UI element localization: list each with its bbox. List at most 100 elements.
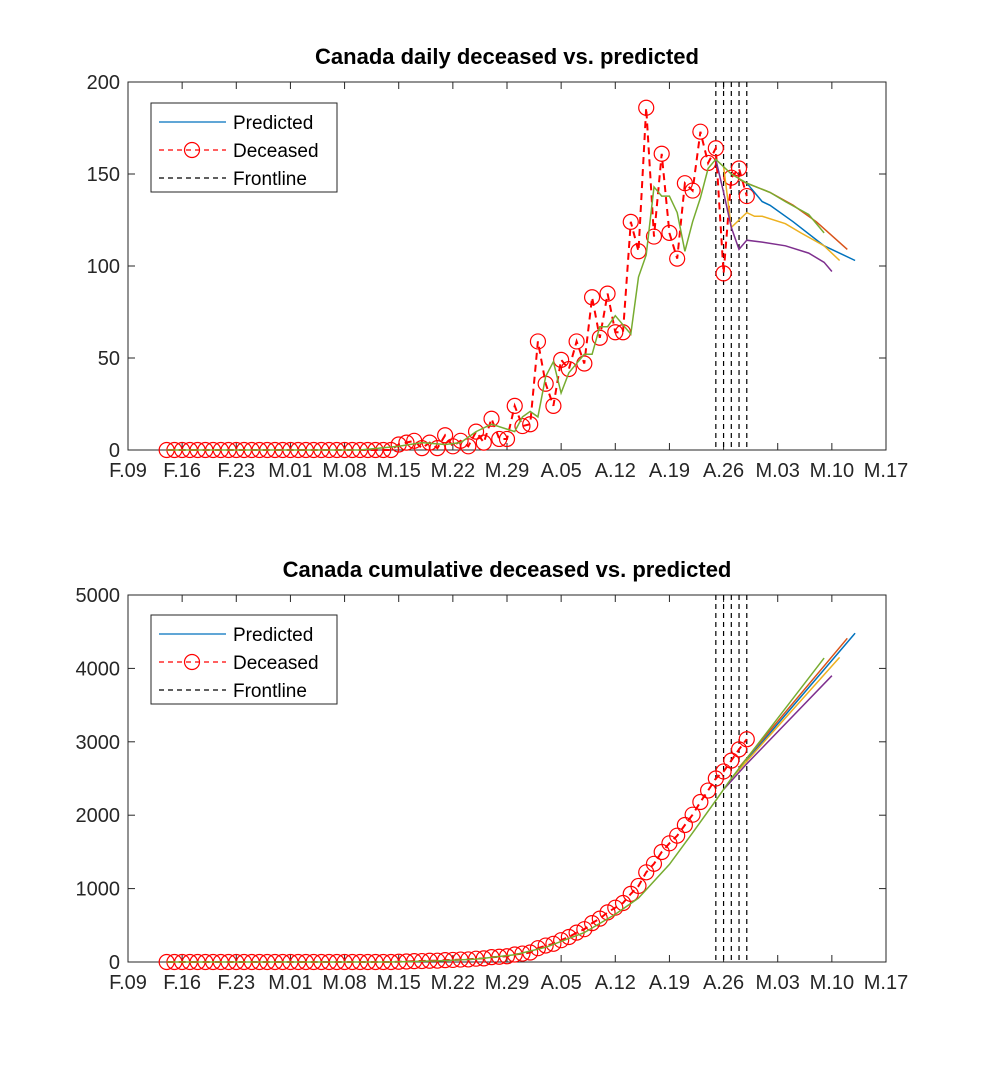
x-tick-label: A.12 bbox=[595, 460, 636, 482]
deceased-point bbox=[715, 763, 732, 780]
deceased-point bbox=[645, 228, 663, 245]
deceased-point bbox=[437, 427, 454, 444]
y-tick-label: 5000 bbox=[76, 585, 121, 607]
deceased-point bbox=[522, 416, 539, 433]
legend-label: Frontline bbox=[233, 169, 307, 190]
legend: Predicted Deceased Frontline bbox=[150, 614, 338, 705]
legend-label: Predicted bbox=[233, 113, 313, 134]
x-tick-label: A.26 bbox=[703, 972, 744, 994]
chart-title: Canada daily deceased vs. predicted bbox=[315, 44, 699, 69]
x-tick-label: F.09 bbox=[109, 972, 147, 994]
deceased-point bbox=[661, 224, 678, 241]
deceased-point bbox=[553, 932, 570, 949]
deceased-point bbox=[491, 430, 508, 448]
x-tick-label: M.08 bbox=[322, 460, 366, 482]
deceased-point bbox=[738, 731, 755, 748]
chart-title: Canada cumulative deceased vs. predicted bbox=[283, 557, 732, 582]
x-tick-label: F.23 bbox=[217, 972, 255, 994]
x-tick-label: M.08 bbox=[322, 972, 366, 994]
deceased-point bbox=[738, 187, 755, 205]
prediction-line bbox=[715, 159, 833, 272]
deceased-point bbox=[723, 752, 740, 769]
deceased-point bbox=[583, 289, 601, 306]
deceased-point bbox=[692, 123, 709, 140]
legend-marker-icon bbox=[183, 141, 201, 159]
legend-label: Deceased bbox=[233, 141, 319, 162]
deceased-point bbox=[475, 434, 492, 451]
deceased-point bbox=[514, 945, 531, 962]
deceased-point bbox=[568, 333, 585, 350]
x-tick-label: M.22 bbox=[431, 972, 475, 994]
deceased-point bbox=[669, 250, 686, 267]
y-tick-label: 150 bbox=[87, 164, 120, 186]
deceased-point bbox=[467, 423, 485, 440]
x-tick-label: M.15 bbox=[376, 460, 420, 482]
deceased-point bbox=[715, 265, 732, 282]
deceased-point bbox=[730, 741, 748, 758]
deceased-point bbox=[692, 793, 709, 811]
y-tick-label: 1000 bbox=[76, 879, 121, 901]
deceased-point bbox=[669, 827, 686, 844]
deceased-point bbox=[684, 806, 701, 823]
plot-1: Canada cumulative deceased vs. predicted… bbox=[76, 557, 909, 994]
x-tick-label: M.01 bbox=[268, 972, 312, 994]
deceased-point bbox=[700, 782, 717, 799]
x-tick-label: A.19 bbox=[649, 460, 690, 482]
x-tick-label: M.03 bbox=[755, 460, 799, 482]
x-tick-label: M.03 bbox=[755, 972, 799, 994]
deceased-point bbox=[630, 877, 647, 895]
x-tick-label: M.17 bbox=[864, 460, 908, 482]
deceased-point bbox=[622, 213, 639, 230]
prediction-line bbox=[166, 158, 825, 451]
y-tick-label: 0 bbox=[109, 952, 120, 974]
deceased-point bbox=[506, 946, 523, 963]
deceased-point bbox=[545, 397, 562, 414]
legend-label: Deceased bbox=[233, 653, 319, 674]
legend: Predicted Deceased Frontline bbox=[150, 102, 338, 193]
x-tick-label: F.16 bbox=[163, 972, 201, 994]
deceased-point bbox=[529, 940, 547, 957]
deceased-point bbox=[599, 904, 616, 921]
deceased-point bbox=[506, 397, 523, 414]
deceased-point bbox=[684, 182, 701, 199]
deceased-point bbox=[591, 329, 608, 346]
x-tick-label: F.16 bbox=[163, 460, 201, 482]
y-tick-label: 100 bbox=[87, 256, 120, 278]
x-tick-label: M.10 bbox=[810, 972, 854, 994]
deceased-point bbox=[514, 417, 531, 435]
x-tick-label: M.22 bbox=[431, 460, 475, 482]
deceased-point bbox=[460, 438, 477, 455]
x-tick-label: A.26 bbox=[703, 460, 744, 482]
deceased-point bbox=[730, 160, 748, 177]
deceased-point bbox=[529, 333, 547, 350]
x-tick-label: A.05 bbox=[541, 972, 582, 994]
y-tick-label: 0 bbox=[109, 440, 120, 462]
deceased-point bbox=[607, 324, 624, 341]
legend-label: Predicted bbox=[233, 625, 313, 646]
y-tick-label: 50 bbox=[98, 348, 120, 370]
deceased-point bbox=[498, 430, 516, 448]
x-tick-label: M.17 bbox=[864, 972, 908, 994]
x-tick-label: F.23 bbox=[217, 460, 255, 482]
deceased-point bbox=[560, 360, 577, 378]
deceased-point bbox=[638, 99, 655, 116]
legend-label: Frontline bbox=[233, 681, 307, 702]
x-tick-label: A.05 bbox=[541, 460, 582, 482]
prediction-line bbox=[722, 166, 841, 262]
x-tick-label: M.01 bbox=[268, 460, 312, 482]
deceased-point bbox=[483, 410, 500, 427]
y-tick-label: 200 bbox=[87, 72, 120, 94]
prediction-line bbox=[746, 182, 856, 262]
x-tick-label: M.29 bbox=[485, 460, 529, 482]
x-tick-label: A.19 bbox=[649, 972, 690, 994]
deceased-point bbox=[676, 816, 693, 834]
deceased-point bbox=[545, 935, 562, 952]
deceased-point bbox=[599, 285, 616, 302]
prediction-line bbox=[166, 657, 825, 963]
deceased-point bbox=[537, 937, 554, 954]
x-tick-label: M.10 bbox=[810, 460, 854, 482]
x-tick-label: F.09 bbox=[109, 460, 147, 482]
y-tick-label: 2000 bbox=[76, 805, 121, 827]
